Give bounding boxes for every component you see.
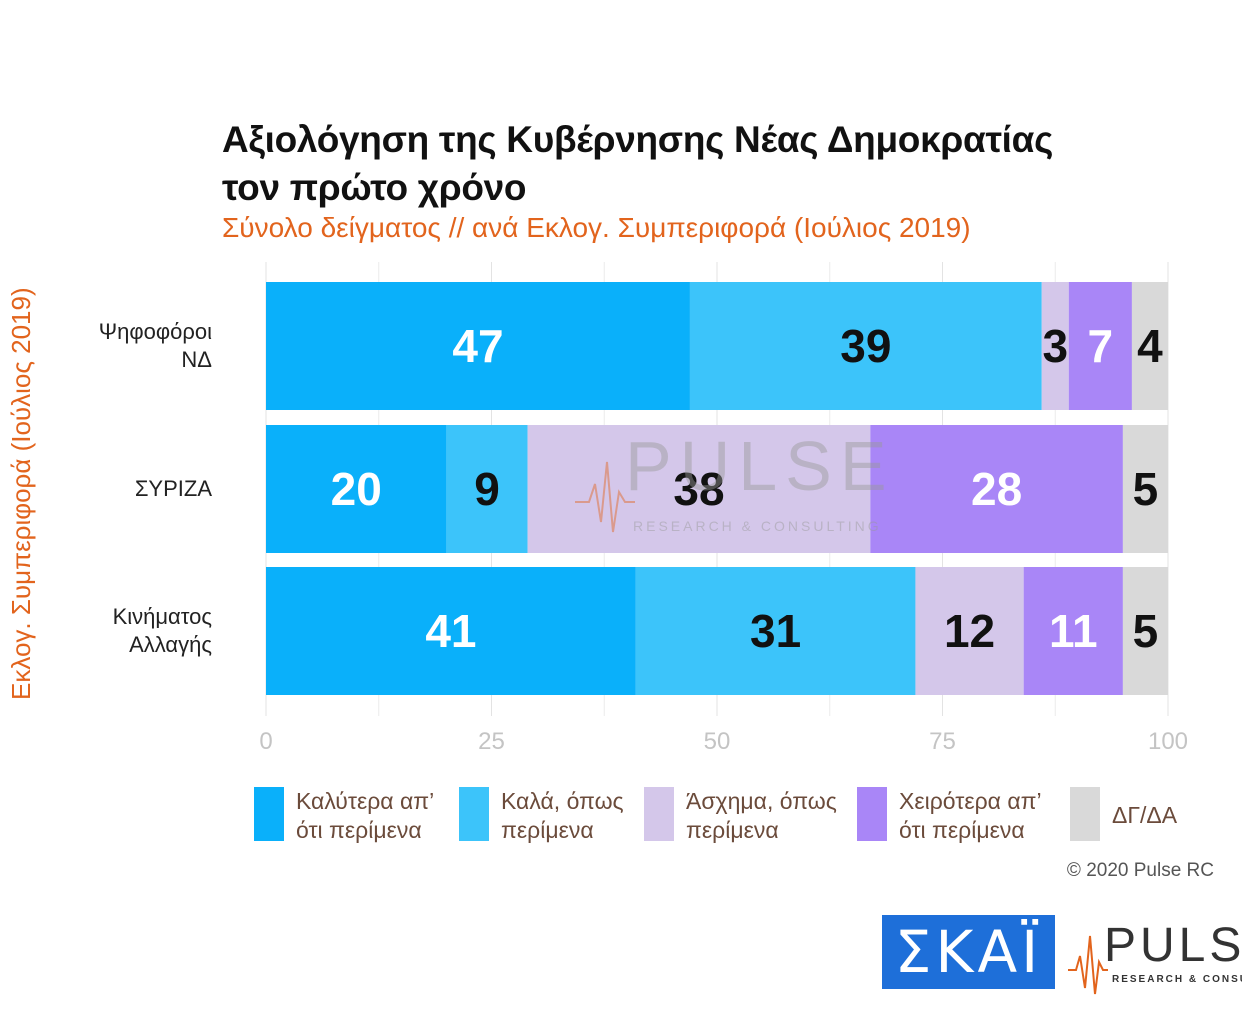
bar-segment [527,425,871,553]
legend-swatch [459,787,489,841]
bar-segment [1131,282,1168,410]
bar-segment [1041,282,1069,410]
data-label: 28 [971,463,1022,515]
legend-swatch [857,787,887,841]
category-label: ΣΥΡΙΖΑ [134,476,212,501]
x-tick-label: 50 [704,728,731,755]
data-label: 39 [840,320,891,372]
pulse-logo-heartbeat-icon [1068,935,1108,995]
x-tick-label: 100 [1148,728,1188,755]
legend-swatch [644,787,674,841]
chart-title-line-2: τον πρώτο χρόνο [222,167,527,208]
data-label: 12 [944,605,995,657]
bar-segment [266,425,447,553]
data-label: 5 [1133,605,1159,657]
pulse-logo-tag: RESEARCH & CONSULT [1112,974,1242,985]
bar-segment [1122,567,1168,695]
category-label: Ψηφοφόροι ΝΔ [98,319,212,372]
copyright: © 2020 Pulse RC [1066,860,1214,881]
data-label: 20 [331,463,382,515]
data-label: 11 [1049,605,1098,657]
bar-segment [446,425,528,553]
data-label: 5 [1133,463,1159,515]
data-label: 4 [1137,320,1163,372]
pulse-logo-word: PULS [1104,919,1242,972]
legend-label: Άσχημα, όπως περίμενα [686,788,837,843]
bar-segment [635,567,916,695]
bar-segment [915,567,1024,695]
bar-segment [689,282,1042,410]
legend-label: ΔΓ/ΔΑ [1112,802,1178,828]
bar-segment [1023,567,1123,695]
legend-label: Χειρότερα απ’ ότι περίμενα [899,788,1042,843]
x-tick-label: 0 [259,728,272,755]
x-tick-label: 75 [929,728,956,755]
data-label: 9 [474,463,500,515]
legend-label: Καλά, όπως περίμενα [501,788,624,843]
data-label: 3 [1042,320,1068,372]
chart-title-line-1: Αξιολόγηση της Κυβέρνησης Νέας Δημοκρατί… [222,119,1054,160]
bar-segment [1068,282,1132,410]
data-label: 7 [1088,320,1114,372]
data-label: 31 [750,605,801,657]
chart-title: Αξιολόγηση της Κυβέρνησης Νέας Δημοκρατί… [222,116,1122,212]
chart-subtitle: Σύνολο δείγματος // ανά Εκλογ. Συμπεριφο… [222,212,971,243]
legend-label: Καλύτερα απ’ ότι περίμενα [296,788,435,843]
bar-segment [266,282,690,410]
category-label: Κινήματος Αλλαγής [112,604,212,657]
x-tick-label: 25 [478,728,505,755]
legend-swatch [1070,787,1100,841]
data-label: 41 [425,605,476,657]
data-label: 38 [673,463,724,515]
skai-logo: ΣΚΑΪ [882,915,1055,989]
legend-swatch [254,787,284,841]
bar-segment [870,425,1123,553]
bar-segment [266,567,636,695]
bar-segment [1122,425,1168,553]
data-label: 47 [452,320,503,372]
pulse-logo: PULS RESEARCH & CONSULT [1068,918,1242,998]
